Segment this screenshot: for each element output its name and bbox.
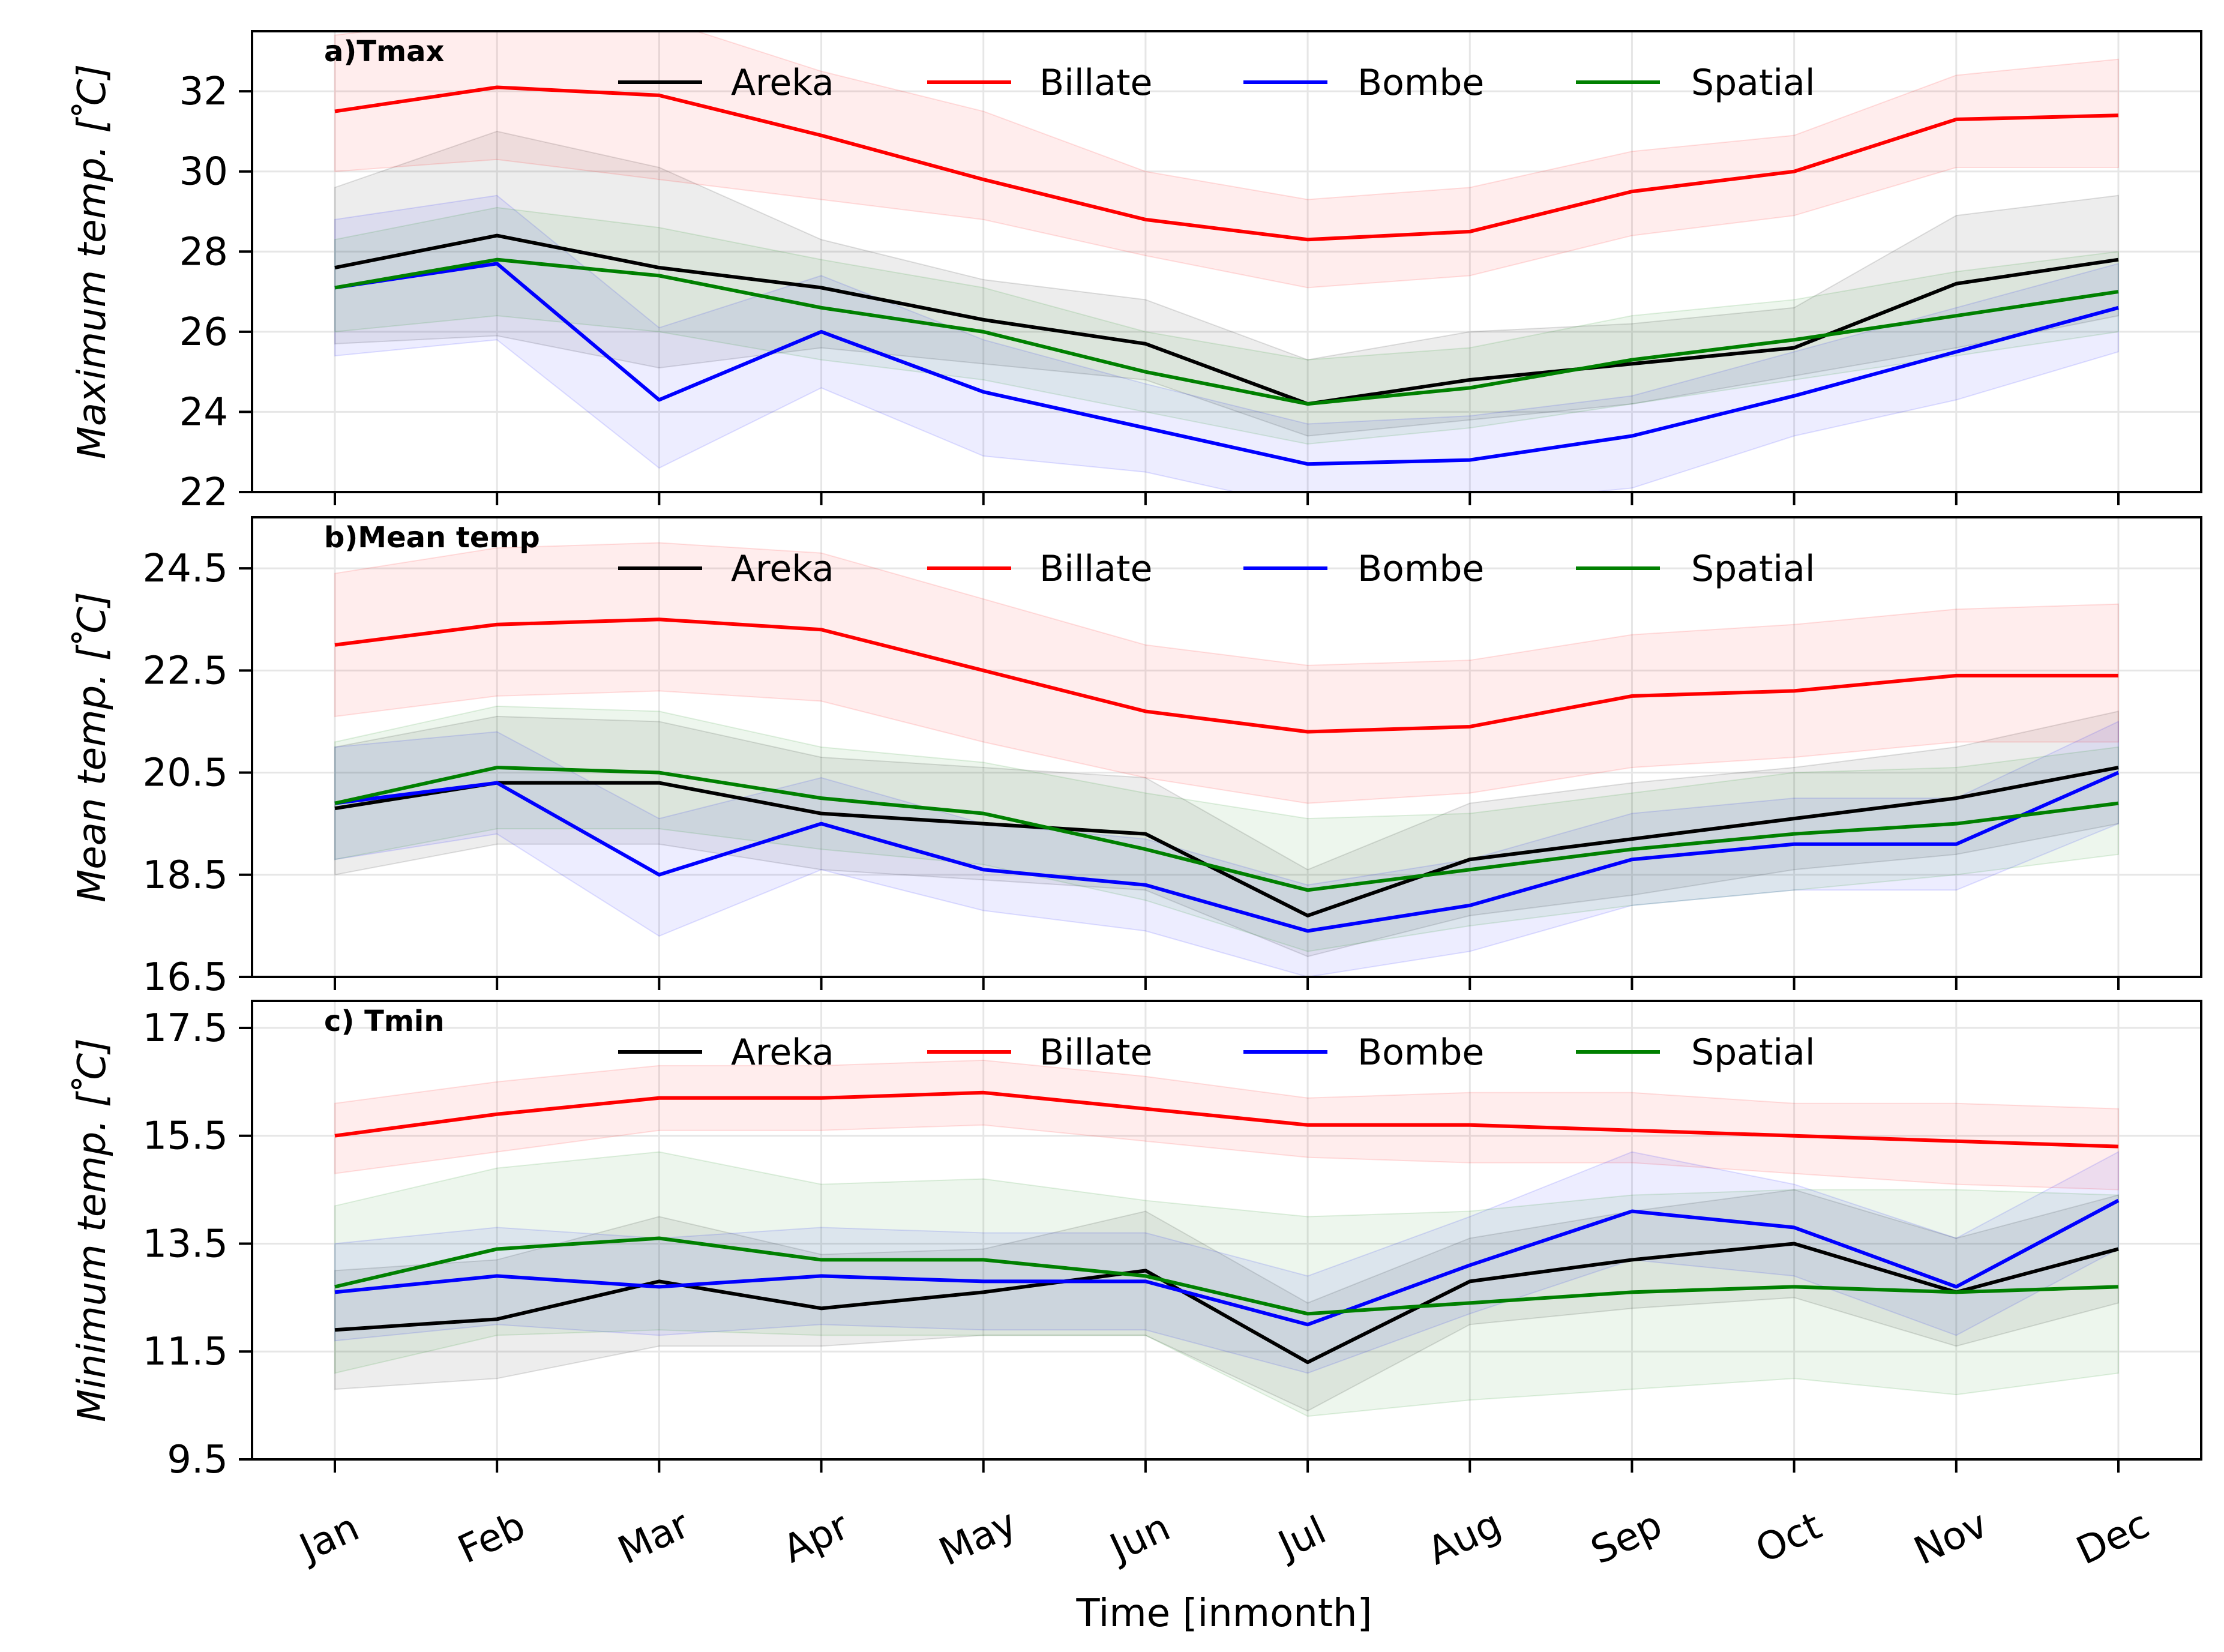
band-spatial: [334, 705, 2119, 952]
series-line-spatial: [334, 257, 2119, 406]
panel-frame: [251, 516, 2202, 978]
x-tick-label: Jun: [1101, 1505, 1177, 1572]
band-areka: [334, 710, 2119, 958]
x-axis-label: Time [inmonth]: [1076, 1591, 1372, 1636]
y-tick-label: 30: [179, 150, 228, 194]
y-tick-label: 18.5: [143, 853, 229, 898]
y-tick-label: 26: [179, 310, 228, 355]
plot-area: [334, 1059, 2120, 1417]
band-billate: [334, 542, 2119, 804]
legend-label-billate: Billate: [1039, 548, 1152, 590]
panel-title: c) Tmin: [324, 1005, 444, 1038]
x-tick-label: Feb: [451, 1503, 532, 1572]
panel-frame: [251, 1000, 2202, 1461]
plot-area: [334, 542, 2120, 977]
y-tick-label: 22: [179, 470, 228, 515]
band-spatial: [334, 1151, 2119, 1417]
y-tick-label: 9.5: [167, 1438, 228, 1482]
series-line-spatial: [334, 766, 2119, 892]
y-tick-label: 28: [179, 230, 228, 274]
legend-label-billate: Billate: [1039, 62, 1152, 104]
band-bombe: [334, 194, 2119, 492]
legend-label-areka: Areka: [731, 62, 834, 104]
legend-label-bombe: Bombe: [1357, 548, 1484, 590]
series-line-bombe: [334, 770, 2120, 933]
y-tick-label: 20.5: [143, 751, 229, 796]
y-axis-label: Maximum temp. [ ̊C]: [70, 64, 115, 460]
x-tick-label: Jul: [1270, 1508, 1333, 1569]
panel-title: b)Mean temp: [324, 521, 540, 554]
legend-label-areka: Areka: [731, 1032, 834, 1074]
chart-panels: 22 24 26 28 30 32 a)Tmax Maximum temp. [ ̊C] Are…: [70, 30, 2202, 1575]
legend-label-billate: Billate: [1039, 1032, 1152, 1074]
y-tick-label: 22.5: [143, 649, 229, 693]
series-line-billate: [334, 617, 2118, 734]
x-tick-label: Dec: [2070, 1502, 2156, 1573]
panel-2: 16.5 18.5 20.5 22.5 24.5 b)Mean temp Mean temp…: [70, 516, 2202, 1000]
legend-label-bombe: Bombe: [1357, 62, 1484, 104]
y-tick-label: 32: [179, 70, 228, 114]
y-tick-label: 16.5: [143, 955, 229, 1000]
y-axis-label: Minimum temp. [ ̊C]: [70, 1038, 115, 1422]
x-tick-label: Oct: [1749, 1504, 1829, 1572]
y-tick-label: 24.5: [143, 547, 229, 591]
series-line-bombe: [334, 262, 2119, 466]
series-line-bombe: [334, 1198, 2120, 1327]
series-line-billate: [334, 85, 2119, 242]
legend: Areka Billate Bombe Spatial: [618, 1032, 1815, 1074]
panel-3: 9.5 11.5 13.5 15.5 17.5 Jan Feb Mar Apr May Jun Jul…: [70, 1000, 2202, 1575]
series-line-billate: [334, 1090, 2119, 1149]
legend-label-areka: Areka: [731, 548, 834, 590]
x-tick-label: Sep: [1584, 1503, 1669, 1573]
series-line-spatial: [334, 1236, 2119, 1316]
x-tick-label: Aug: [1421, 1502, 1508, 1574]
band-spatial: [334, 206, 2119, 445]
legend-label-spatial: Spatial: [1691, 548, 1815, 590]
band-billate: [334, 1059, 2119, 1191]
x-tick-label: Jan: [291, 1506, 365, 1572]
legend-label-bombe: Bombe: [1357, 1032, 1484, 1074]
y-tick-label: 17.5: [143, 1006, 229, 1051]
panel-title: a)Tmax: [324, 35, 444, 68]
plot-area: [334, 31, 2119, 492]
band-areka: [334, 1189, 2119, 1412]
panel-frame: [251, 30, 2202, 493]
y-tick-label: 13.5: [143, 1222, 229, 1266]
legend-label-spatial: Spatial: [1691, 62, 1815, 104]
y-tick-label: 24: [179, 390, 228, 434]
band-billate: [334, 31, 2119, 289]
legend-label-spatial: Spatial: [1691, 1032, 1815, 1074]
panel-1: 22 24 26 28 30 32 a)Tmax Maximum temp. [ ̊C] Are…: [70, 30, 2202, 515]
y-tick-label: 15.5: [143, 1114, 229, 1159]
y-tick-label: 11.5: [143, 1330, 229, 1374]
x-tick-label: Apr: [777, 1504, 856, 1572]
legend: Areka Billate Bombe Spatial: [618, 548, 1815, 590]
y-axis-label: Mean temp. [ ̊C]: [70, 592, 115, 903]
series-line-areka: [334, 1242, 2119, 1365]
x-tick-label: Nov: [1908, 1502, 1994, 1574]
legend: Areka Billate Bombe Spatial: [618, 62, 1815, 104]
x-tick-label: May: [933, 1501, 1023, 1575]
series-line-areka: [334, 766, 2119, 918]
x-tick-label: Mar: [612, 1503, 696, 1573]
